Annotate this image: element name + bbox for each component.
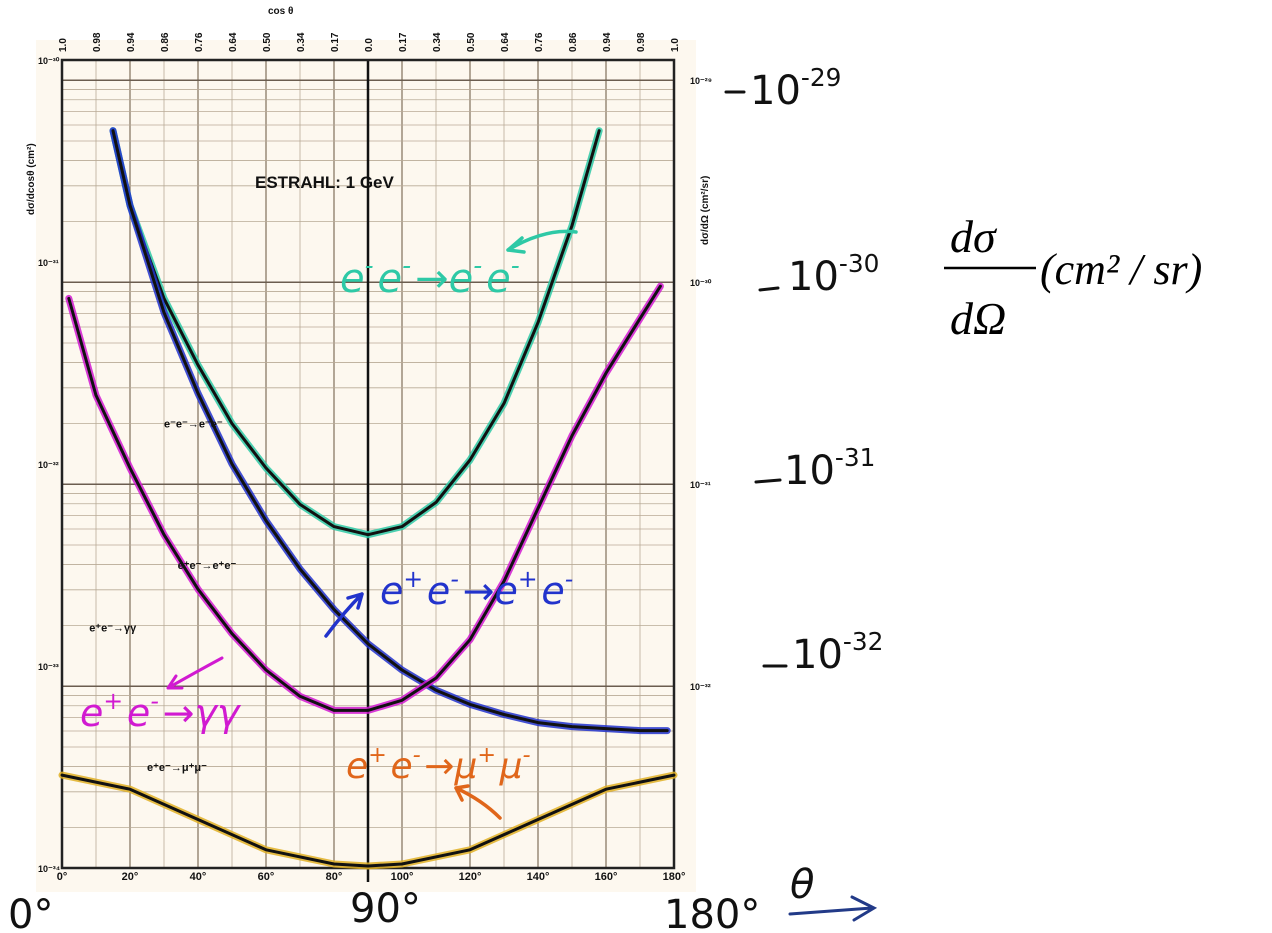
top-axis-label: cos θ	[268, 6, 293, 17]
top-tick-label: 0.98	[92, 32, 103, 52]
left-axis-ticks: 10⁻³⁰ 10⁻³¹ 10⁻³² 10⁻³³ 10⁻³⁴	[38, 56, 60, 874]
formula-unit: (cm² / sr)	[1040, 245, 1202, 294]
bottom-tick-label: 60°	[258, 871, 275, 883]
printed-series-label: e⁻e⁻→e⁻e⁻	[164, 419, 223, 431]
left-axis-label: dσ/dcosθ (cm²)	[26, 143, 37, 215]
top-tick-label: 0.50	[466, 32, 477, 52]
right-tick-label: 10⁻²⁹	[690, 76, 712, 86]
right-axis-formula: dσ dΩ (cm² / sr)	[944, 211, 1202, 344]
right-axis-label: dσ/dΩ (cm²/sr)	[700, 176, 711, 245]
hand-series-label: e+ e- →e+ e-	[380, 565, 577, 613]
hand-x-axis-symbol: θ	[790, 862, 814, 908]
top-tick-label: 0.98	[636, 32, 647, 52]
top-tick-label: 0.94	[126, 32, 137, 52]
hand-tick-label: 10-32	[792, 627, 887, 678]
right-axis-ticks: 10⁻²⁹ 10⁻³⁰ 10⁻³¹ 10⁻³²	[690, 76, 712, 692]
top-tick-label: 0.94	[602, 32, 613, 52]
hand-series-label: e+ e- →μ+ μ-	[346, 742, 534, 787]
bottom-tick-label: 120°	[459, 871, 482, 883]
hand-tick-label: 10-31	[784, 443, 879, 494]
top-tick-label: 0.0	[364, 38, 375, 52]
series-bhabha-line	[111, 129, 601, 537]
top-tick-label: 0.76	[534, 32, 545, 52]
top-tick-label: 0.64	[500, 32, 511, 52]
bottom-axis-ticks: 0° 20° 40° 60° 80° 100° 120° 140° 160° 180°	[57, 871, 686, 883]
magenta-arrow	[166, 656, 224, 690]
bottom-tick-label: 20°	[122, 871, 139, 883]
printed-labels: e⁻e⁻→e⁻e⁻ e⁺e⁻→e⁺e⁻ e⁺e⁻→γγ e⁺e⁻→μ⁺μ⁻	[89, 419, 236, 774]
bottom-tick-label: 160°	[595, 871, 618, 883]
handwritten-y-ticks: 10-29 10-30 10-31 10-32	[724, 63, 887, 678]
bottom-tick-label: 100°	[391, 871, 414, 883]
left-tick-label: 10⁻³⁰	[38, 56, 60, 66]
left-tick-label: 10⁻³²	[38, 460, 59, 470]
bottom-tick-label: 80°	[326, 871, 343, 883]
top-tick-label: 0.34	[432, 32, 443, 52]
hand-series-label: e+ e- →γγ	[80, 687, 242, 735]
handwritten-labels: e- e- →e- e- e+ e- →e+ e- e+ e- →γγ e+ e-…	[80, 229, 578, 820]
top-tick-label: 0.34	[296, 32, 307, 52]
hand-x-label: 0°	[8, 892, 53, 933]
right-tick-label: 10⁻³¹	[690, 480, 711, 490]
left-tick-label: 10⁻³⁴	[38, 864, 60, 874]
handwritten-x-labels: 0° 90° 180°	[8, 886, 760, 933]
bottom-tick-label: 0°	[57, 871, 68, 883]
bottom-tick-label: 40°	[190, 871, 207, 883]
top-tick-label: 0.86	[568, 32, 579, 52]
top-tick-label: 0.17	[330, 32, 341, 52]
left-tick-label: 10⁻³³	[38, 662, 59, 672]
hand-tick-dash	[754, 478, 782, 484]
series-mu_mu-line	[60, 773, 676, 868]
blue-arrow	[324, 592, 364, 638]
left-tick-label: 10⁻³¹	[38, 258, 59, 268]
hand-tick-label: 10-30	[788, 249, 883, 300]
series-layer	[58, 127, 678, 870]
top-tick-label: 1.0	[58, 38, 69, 52]
hand-x-label: 180°	[664, 892, 760, 933]
teal-arrow	[506, 229, 578, 254]
printed-series-label: e⁺e⁻→e⁺e⁻	[178, 560, 237, 572]
bottom-tick-label: 140°	[527, 871, 550, 883]
hand-tick-label: 10-29	[750, 63, 845, 114]
formula-denominator: dΩ	[950, 293, 1006, 344]
top-tick-label: 0.86	[160, 32, 171, 52]
hand-series-label: e- e- →e- e-	[340, 251, 524, 302]
top-tick-label: 1.0	[670, 38, 681, 52]
orange-arrow	[454, 784, 502, 820]
printed-series-label: e⁺e⁻→γγ	[89, 623, 137, 635]
series-gamma_gamma-line	[67, 284, 662, 712]
hand-x-label: 90°	[350, 886, 421, 932]
formula-numerator: dσ	[950, 211, 998, 262]
chart-title: ESTRAHL: 1 GeV	[255, 173, 395, 192]
right-tick-label: 10⁻³²	[690, 682, 711, 692]
series-bhabha_other-line	[111, 129, 669, 733]
top-tick-label: 0.17	[398, 32, 409, 52]
hand-tick-dash	[758, 286, 780, 292]
hand-x-axis-arrow	[788, 895, 878, 922]
top-tick-label: 0.76	[194, 32, 205, 52]
bottom-tick-label: 180°	[663, 871, 686, 883]
top-tick-label: 0.50	[262, 32, 273, 52]
printed-series-label: e⁺e⁻→μ⁺μ⁻	[147, 762, 207, 774]
top-tick-label: 0.64	[228, 32, 239, 52]
right-tick-label: 10⁻³⁰	[690, 278, 712, 288]
top-axis-ticks: 1.0 0.98 0.94 0.86 0.76 0.64 0.50 0.34 0.17 0.0 0.…	[58, 32, 681, 52]
